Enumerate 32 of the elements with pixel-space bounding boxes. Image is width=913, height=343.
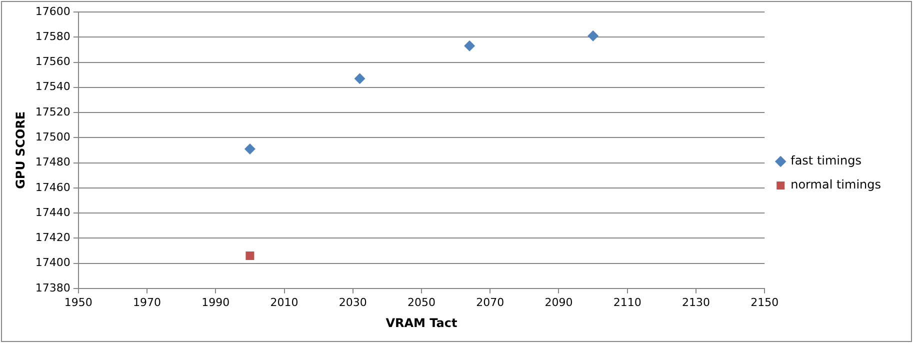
point xyxy=(246,251,254,260)
x-tick-label: 2050 xyxy=(407,296,436,309)
y-tick-label: 17480 xyxy=(35,156,70,169)
y-tick-label: 17420 xyxy=(35,231,70,244)
x-tick-label: 1970 xyxy=(133,296,162,309)
x-tick-label: 2030 xyxy=(338,296,367,309)
x-tick-label: 2130 xyxy=(682,296,710,309)
y-axis-title: GPU SCORE xyxy=(13,111,28,190)
y-tick-label: 17460 xyxy=(35,180,70,194)
y-tick-label: 17580 xyxy=(35,30,70,43)
x-tick-label: 2070 xyxy=(476,296,504,309)
point xyxy=(354,73,366,84)
y-tick-label: 17400 xyxy=(35,256,70,270)
legend-label: normal timings xyxy=(790,178,882,192)
x-tick-label: 2150 xyxy=(750,296,779,309)
x-tick-label: 1990 xyxy=(202,296,230,309)
y-tick-label: 17540 xyxy=(35,80,70,94)
x-axis-title: VRAM Tact xyxy=(386,316,458,330)
y-tick-label: 17520 xyxy=(35,105,70,118)
y-tick-label: 17440 xyxy=(35,206,70,219)
x-tick-label: 1950 xyxy=(64,296,92,309)
point xyxy=(244,143,256,154)
y-tick-label: 17500 xyxy=(35,130,70,144)
legend-label: fast timings xyxy=(790,154,862,168)
x-tick-label: 2010 xyxy=(270,296,298,309)
x-tick-label: 2110 xyxy=(613,296,642,309)
y-tick-label: 17560 xyxy=(35,55,70,68)
x-tick-label: 2090 xyxy=(544,296,573,309)
point xyxy=(588,30,599,42)
point xyxy=(464,40,476,52)
y-tick-label: 17600 xyxy=(35,4,70,18)
y-tick-label: 17380 xyxy=(35,281,70,294)
